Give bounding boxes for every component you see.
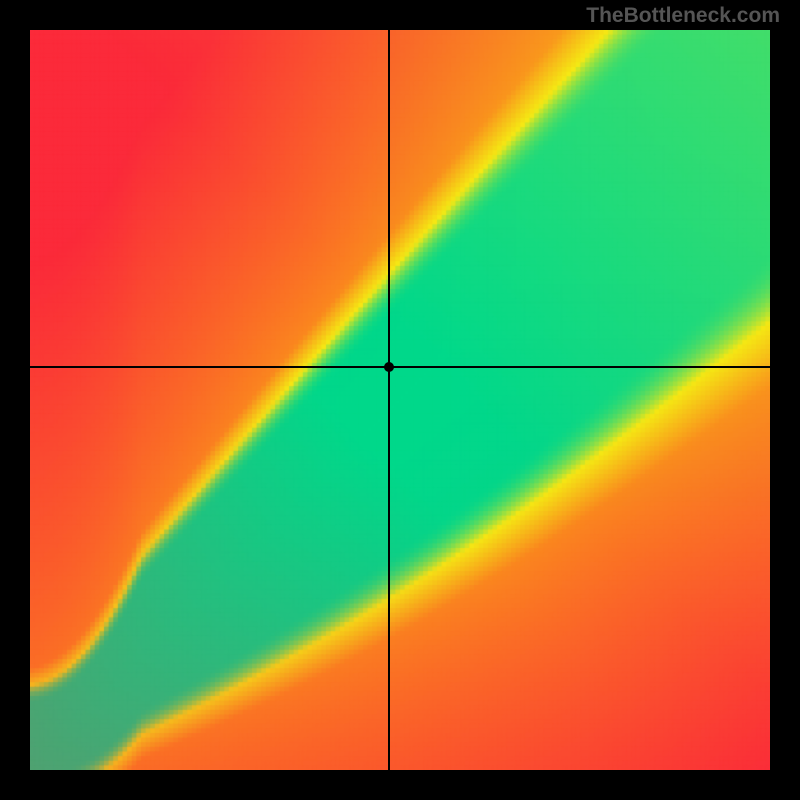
crosshair-horizontal xyxy=(30,366,770,368)
watermark-text: TheBottleneck.com xyxy=(586,4,780,28)
crosshair-marker xyxy=(384,362,394,372)
crosshair-vertical xyxy=(388,30,390,770)
heatmap-plot xyxy=(30,30,770,770)
heatmap-canvas xyxy=(30,30,770,770)
